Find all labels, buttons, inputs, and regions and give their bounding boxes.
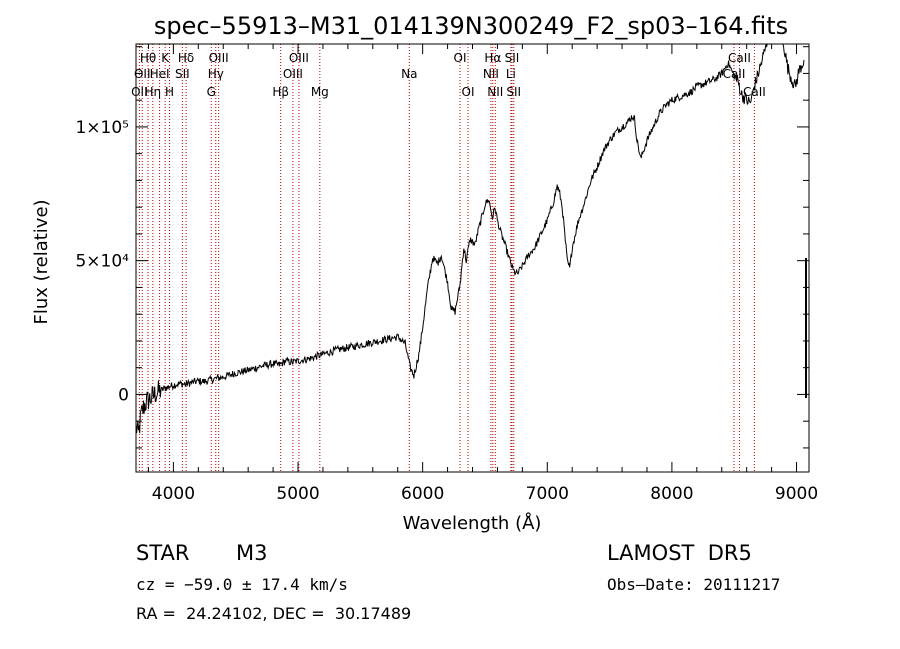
spectrum-series <box>135 43 805 434</box>
obs-date: Obs–Date: 20111217 <box>607 575 780 594</box>
spectral-line-label: OI <box>454 51 467 65</box>
y-tick-label: 0 <box>118 385 129 405</box>
object-subclass: M3 <box>236 541 267 565</box>
spectral-line-label: OIII <box>289 51 309 65</box>
spectral-line-labels: OIIOIIHθHηHeIKHSIIHδGHγOIIIHβOIIIOIIIMgN… <box>131 51 766 99</box>
object-class: STAR <box>136 541 189 565</box>
spectral-line-label: OII <box>131 85 148 99</box>
spectral-line-label: K <box>161 51 170 65</box>
redshift-cz: cz = −59.0 ± 17.4 km/s <box>136 575 348 594</box>
spectral-line-label: H <box>165 85 174 99</box>
spectral-line-label: OII <box>134 67 151 81</box>
x-tick-label: 9000 <box>775 484 818 504</box>
spectral-line-label: OIII <box>283 67 303 81</box>
spectral-line-label: SII <box>505 51 520 65</box>
x-tick-label: 7000 <box>526 484 569 504</box>
spectral-line-label: OIII <box>209 51 229 65</box>
chart-title: spec–55913–M31_014139N300249_F2_sp03–164… <box>154 12 788 40</box>
spectral-line-label: SII <box>175 67 190 81</box>
spectral-line-label: Hα <box>484 51 501 65</box>
y-tick-label: 5×10⁴ <box>75 252 129 272</box>
spectral-line-label: NII <box>483 67 499 81</box>
y-axis-label: Flux (relative) <box>31 199 52 324</box>
spectral-line-label: Hγ <box>208 67 224 81</box>
spectral-line-label: OI <box>462 85 475 99</box>
x-axis-label: Wavelength (Å) <box>403 512 542 534</box>
spectral-line-label: CaII <box>743 85 766 99</box>
spectral-line-label: Hθ <box>140 51 156 65</box>
spectral-line-label: CaII <box>728 51 751 65</box>
axis-ticks: 4000 5000 6000 7000 8000 9000 0 5×10⁴ 1×10⁵ <box>75 44 818 504</box>
spectral-line-label: Hβ <box>272 85 289 99</box>
spectral-line-label: Na <box>401 67 417 81</box>
spectral-line-markers <box>138 44 755 472</box>
spectrum-line <box>135 43 805 434</box>
coordinates: RA = 24.24102, DEC = 30.17489 <box>136 604 411 623</box>
spectral-line-label: NII <box>487 85 503 99</box>
x-tick-label: 4000 <box>152 484 195 504</box>
x-tick-label: 5000 <box>276 484 319 504</box>
spectral-line-label: HeI <box>150 67 170 81</box>
spectral-line-label: Hδ <box>178 51 194 65</box>
spectral-line-label: SII <box>506 85 521 99</box>
plot-frame <box>135 43 810 473</box>
spectral-line-label: Mg <box>311 85 329 99</box>
spectral-line-label: G <box>207 85 216 99</box>
x-tick-label: 8000 <box>650 484 693 504</box>
x-tick-label: 6000 <box>401 484 444 504</box>
survey-name: LAMOST DR5 <box>607 541 752 565</box>
y-tick-label: 1×10⁵ <box>75 118 129 138</box>
spectral-line-label: Li <box>506 67 516 81</box>
spectral-line-label: Hη <box>145 85 162 99</box>
